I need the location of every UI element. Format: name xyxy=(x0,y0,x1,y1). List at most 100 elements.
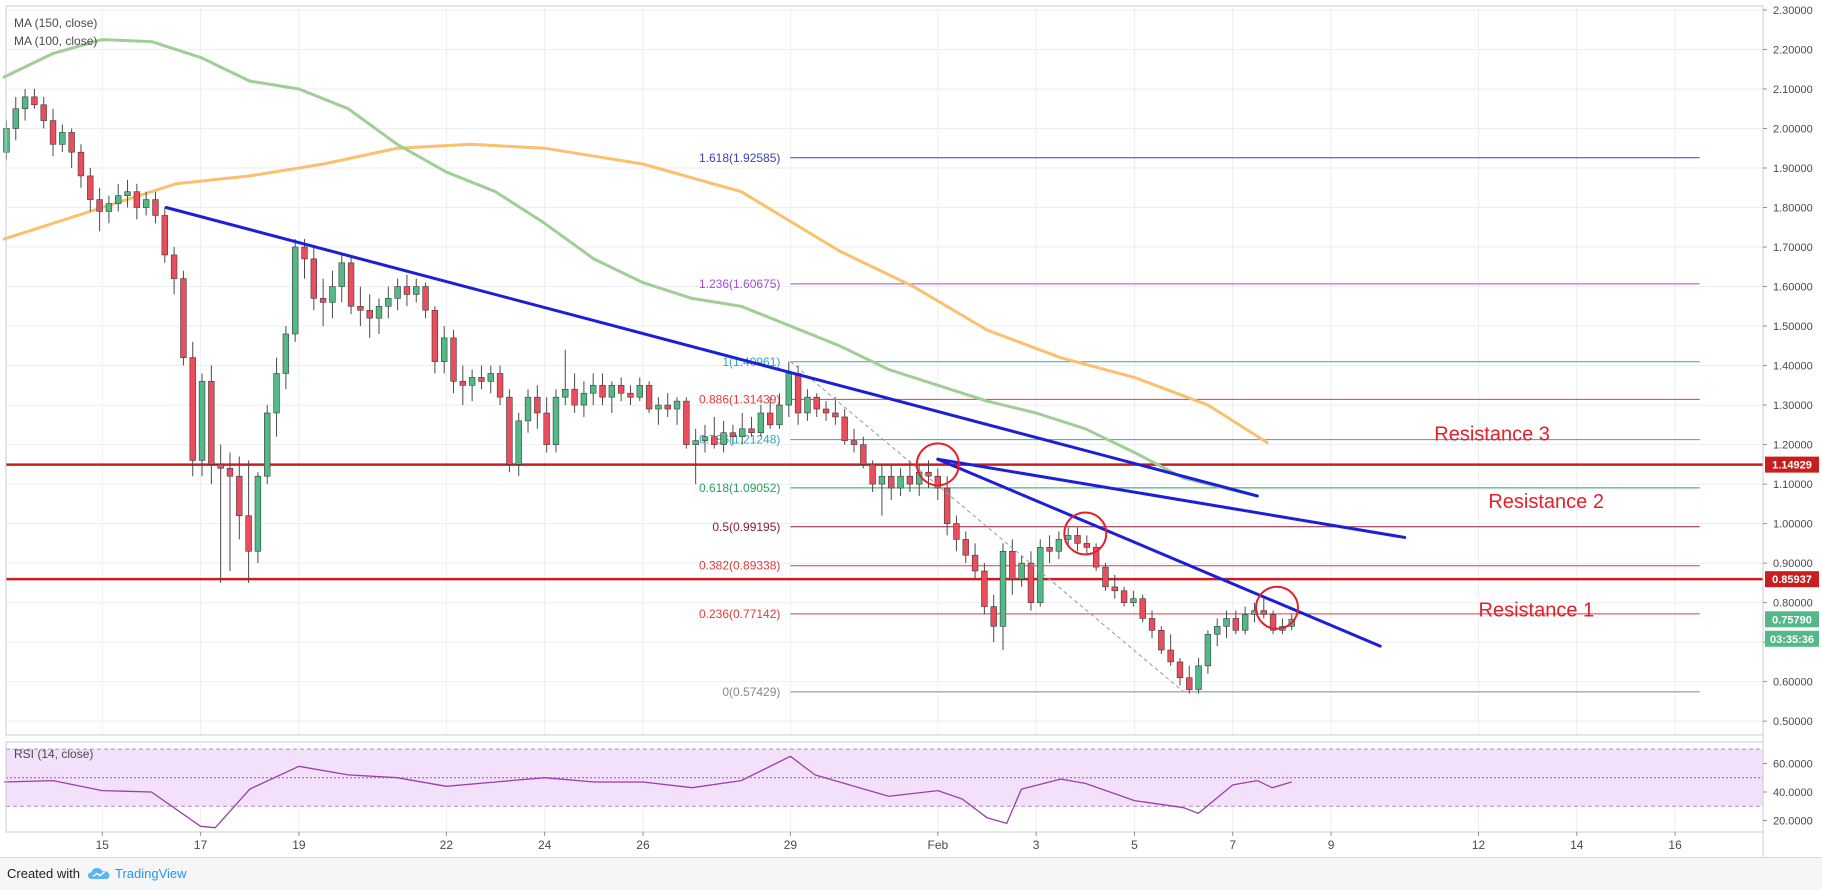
candle xyxy=(1195,657,1202,694)
candle xyxy=(496,365,504,406)
candle xyxy=(338,254,345,303)
candle-body xyxy=(142,199,150,208)
candle xyxy=(999,543,1007,651)
candle-body xyxy=(720,432,727,445)
fib-level-label: 0.382(0.89338) xyxy=(699,559,780,573)
candle-body xyxy=(860,444,867,465)
candle xyxy=(1204,630,1212,674)
candle-body xyxy=(347,262,355,307)
candle xyxy=(1111,574,1118,599)
candle-body xyxy=(1158,629,1165,651)
rsi-title[interactable]: RSI (14, close) xyxy=(14,747,93,761)
candle-body xyxy=(68,132,75,153)
trendlines xyxy=(164,206,1407,693)
legend-ma100[interactable]: MA (100, close) xyxy=(14,34,97,48)
candle-body xyxy=(1167,649,1174,663)
candle-body xyxy=(1120,590,1128,603)
footer: Created with TradingView xyxy=(0,857,1822,890)
x-tick-label: 7 xyxy=(1229,838,1236,852)
candle-body xyxy=(1027,562,1035,603)
candle-body xyxy=(357,305,364,311)
candle xyxy=(692,428,699,485)
candle-body xyxy=(711,436,718,445)
candle xyxy=(1260,598,1267,619)
candle xyxy=(701,424,709,453)
candle xyxy=(1158,626,1165,654)
candle xyxy=(943,476,951,536)
candle xyxy=(1083,535,1091,556)
candle xyxy=(962,531,969,564)
candle xyxy=(552,389,560,453)
candle-body xyxy=(683,400,690,445)
y-tick-label: 1.30000 xyxy=(1773,400,1813,412)
candle-body xyxy=(319,298,327,303)
tradingview-brand[interactable]: TradingView xyxy=(115,865,187,881)
candle-body xyxy=(1130,598,1137,603)
candle xyxy=(310,247,317,311)
candle-body xyxy=(208,381,215,465)
candle xyxy=(133,183,141,220)
candle xyxy=(217,444,224,583)
candle-body xyxy=(422,286,429,311)
candle xyxy=(1214,618,1221,647)
candle-body xyxy=(115,195,122,204)
y-tick-label: 2.00000 xyxy=(1773,123,1813,135)
candle-body xyxy=(645,385,653,410)
y-tick-label: 1.20000 xyxy=(1773,440,1813,452)
candle-body xyxy=(124,191,131,196)
candle xyxy=(562,349,569,406)
candle-body xyxy=(729,432,737,437)
candle xyxy=(645,381,653,413)
candle xyxy=(888,464,895,500)
candle-body xyxy=(925,471,932,477)
candle xyxy=(1139,594,1146,623)
candle xyxy=(1148,610,1156,639)
candle-body xyxy=(21,96,29,110)
price-tags: 1.14929 0.85937 0.75790 03:35:36 xyxy=(1765,456,1819,647)
candle-body xyxy=(1214,626,1221,635)
candle-body xyxy=(459,381,467,386)
candle xyxy=(450,330,457,394)
price-tag-label: 03:35:36 xyxy=(1770,634,1814,646)
candle xyxy=(1223,610,1230,639)
y-tick-label: 1.60000 xyxy=(1773,282,1813,294)
ma100-line xyxy=(2,38,1259,498)
trendline xyxy=(164,206,1259,498)
candle-body xyxy=(12,108,19,129)
candle-body xyxy=(599,385,606,398)
candle xyxy=(748,416,755,437)
candle xyxy=(580,381,588,417)
candle-body xyxy=(217,464,224,469)
candle-body xyxy=(301,246,308,260)
candle xyxy=(841,409,848,445)
candle-body xyxy=(1241,614,1249,631)
x-tick-label: 19 xyxy=(292,838,306,852)
price-tag-bg xyxy=(1765,571,1819,588)
candle-body xyxy=(375,305,383,319)
x-tick-label: 3 xyxy=(1033,838,1040,852)
candle xyxy=(1037,539,1044,607)
candle-body xyxy=(608,385,616,398)
ma150-line xyxy=(2,142,1269,445)
y-tick-label: 2.10000 xyxy=(1773,84,1813,96)
candle xyxy=(198,373,206,477)
candle-body xyxy=(673,400,681,410)
candle-body xyxy=(282,333,290,374)
tradingview-logo[interactable]: TradingView xyxy=(87,864,187,882)
candle-body xyxy=(403,286,411,295)
x-tick-label: 26 xyxy=(636,838,650,852)
candle-body xyxy=(1204,633,1212,667)
candle xyxy=(953,515,960,552)
candle-body xyxy=(869,464,876,485)
candle xyxy=(347,254,355,315)
candle xyxy=(208,365,215,485)
candle-body xyxy=(971,554,979,572)
legend-ma150[interactable]: MA (150, close) xyxy=(14,16,97,30)
candle-body xyxy=(310,258,317,299)
candle xyxy=(1269,610,1277,635)
x-tick-label: Feb xyxy=(928,838,949,852)
fib-level-label: 0.236(0.77142) xyxy=(699,607,780,621)
candle xyxy=(142,191,150,216)
candle-body xyxy=(832,412,839,418)
